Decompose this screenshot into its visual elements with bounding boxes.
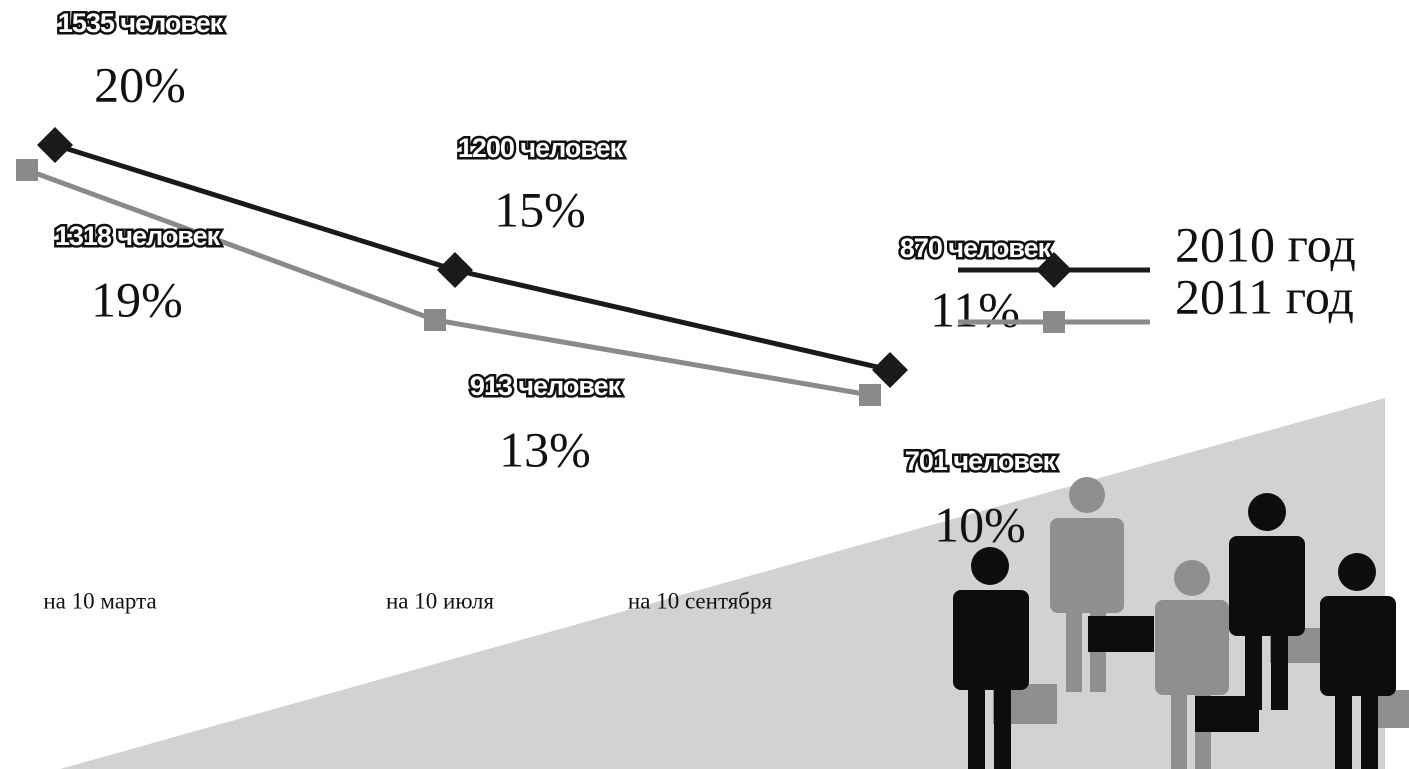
line [54, 142, 891, 373]
annotation: 870 человек [900, 233, 1052, 263]
marker [16, 159, 38, 181]
marker [424, 309, 446, 331]
x-tick-label: на 10 июля [386, 588, 494, 613]
marker [437, 252, 473, 288]
data-label: 13% [499, 421, 591, 477]
data-label: 11% [930, 281, 1020, 337]
data-label: 10% [934, 496, 1026, 552]
marker [859, 384, 881, 406]
annotation: 1200 человек [458, 133, 624, 163]
legend-label: 2010 год [1175, 216, 1356, 272]
data-label: 20% [94, 56, 186, 112]
annotation: 701 человек [905, 446, 1057, 476]
data-label: 15% [494, 181, 586, 237]
annotation: 1318 человек [55, 221, 221, 251]
marker [872, 352, 908, 388]
legend-marker [1043, 311, 1065, 333]
x-tick-label: на 10 марта [43, 588, 156, 613]
annotation: 913 человек [470, 371, 622, 401]
marker [37, 127, 73, 163]
legend-marker [1036, 252, 1072, 288]
legend-label: 2011 год [1175, 268, 1354, 324]
annotation: 1535 человек [58, 8, 224, 38]
decoration [60, 398, 1409, 769]
data-label: 19% [91, 271, 183, 327]
x-tick-label: на 10 сентября [628, 588, 773, 613]
